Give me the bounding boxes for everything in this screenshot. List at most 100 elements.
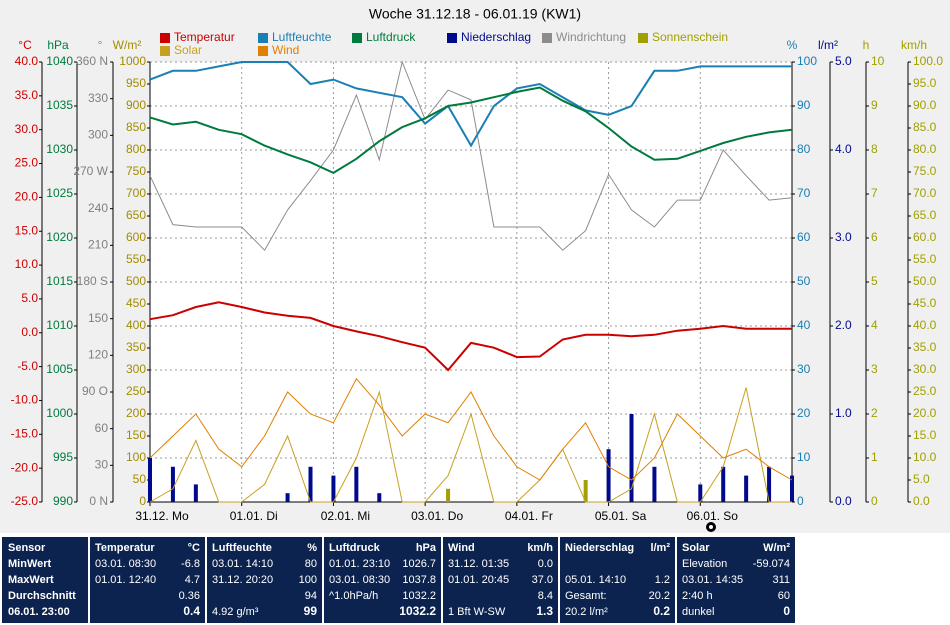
now-marker-dot (709, 525, 713, 529)
table-cell-text: 03.01. 14:10 (212, 558, 273, 570)
axis-unit: h (863, 38, 870, 52)
y-tick-label: 250 (126, 384, 146, 398)
table-cell-value: 0.0 (538, 558, 553, 570)
axis-unit: W/m² (113, 38, 142, 52)
y-tick-label: 200 (126, 406, 146, 420)
x-tick-label: 06.01. So (687, 509, 739, 523)
table-cell-text: 03.01. 08:30 (95, 558, 156, 570)
series-bar (583, 480, 588, 502)
y-tick-label: -25.0 (11, 494, 39, 508)
y-tick-label: 65.0 (913, 208, 937, 222)
series-bar (285, 493, 290, 502)
axis-unit: l/m² (818, 38, 838, 52)
table-cell (443, 537, 558, 623)
table-cell-text: 31.12. 01:35 (448, 558, 509, 570)
y-tick-label: 800 (126, 142, 146, 156)
y-tick-label: 60.0 (913, 230, 937, 244)
summary-table: Sensor MinWert MaxWert Durchschnitt 06.01. 2… (2, 537, 795, 623)
y-tick-label: 30 (95, 458, 109, 472)
table-cell (324, 537, 441, 623)
table-cell-value: 99 (304, 604, 318, 618)
y-tick-label: 20.0 (15, 190, 39, 204)
y-tick-label: 750 (126, 164, 146, 178)
legend-label: Sonnenschein (652, 30, 728, 44)
y-tick-label: 80 (797, 142, 811, 156)
y-tick-label: 0 (797, 494, 804, 508)
series-line (149, 61, 792, 148)
y-tick-label: 40.0 (913, 318, 937, 332)
table-cell-text: 4.92 g/m³ (212, 606, 259, 618)
table-cell-value: 1032.2 (399, 604, 436, 618)
table-cell-text: 2:40 h (682, 590, 713, 602)
series-bar (331, 475, 336, 502)
table-header: Sensor (8, 542, 46, 554)
table-cell-value: 20.2 (649, 590, 670, 602)
axis-unit: ° (98, 38, 103, 52)
series-bar (446, 488, 451, 502)
y-tick-label: 500 (126, 274, 146, 288)
y-tick-label: 210 (88, 238, 108, 252)
y-tick-label: 1 (871, 450, 878, 464)
series-bar (652, 466, 657, 502)
y-tick-label: 240 (88, 201, 108, 215)
x-tick-label: 04.01. Fr (505, 509, 553, 523)
y-tick-label: 40.0 (15, 54, 39, 68)
table-cell-text: 03.01. 08:30 (329, 574, 390, 586)
y-tick-label: 4.0 (835, 142, 852, 156)
y-tick-label: 5.0 (21, 291, 38, 305)
y-tick-label: 180 S (77, 274, 108, 288)
series-bar (148, 458, 152, 502)
series-line (149, 387, 792, 503)
y-tick-label: 30.0 (15, 122, 39, 136)
legend-swatch (447, 33, 457, 43)
y-tick-label: 5 (871, 274, 878, 288)
y-tick-label: 3.0 (835, 230, 852, 244)
series-line (149, 60, 793, 252)
y-tick-label: 30.0 (913, 362, 937, 376)
y-tick-label: 25.0 (913, 384, 937, 398)
table-cell-value: 37.0 (532, 574, 553, 586)
y-tick-label: -10.0 (11, 393, 39, 407)
legend-swatch (160, 46, 170, 56)
legend-swatch (258, 46, 268, 56)
table-unit: % (307, 542, 317, 554)
table-header: Temperatur (95, 542, 155, 554)
table-cell-text: Elevation (682, 558, 727, 570)
table-cell-text: 03.01. 14:35 (682, 574, 743, 586)
y-tick-label: 10 (797, 450, 811, 464)
table-cell-value: -59.074 (753, 558, 790, 570)
table-cell-value: 4.7 (185, 574, 200, 586)
y-tick-label: 150 (126, 428, 146, 442)
x-tick-label: 31.12. Mo (135, 509, 189, 523)
y-tick-label: 55.0 (913, 252, 937, 266)
y-tick-label: 1010 (46, 318, 73, 332)
y-tick-label: 50 (133, 472, 147, 486)
y-tick-label: 50 (797, 274, 811, 288)
table-row-label: 06.01. 23:00 (8, 606, 70, 618)
y-tick-label: 1020 (46, 230, 73, 244)
series-bar (744, 475, 749, 502)
legend-swatch (160, 33, 170, 43)
y-tick-label: 35.0 (913, 340, 937, 354)
y-tick-label: 0.0 (913, 494, 930, 508)
table-cell-text: 1 Bft W-SW (448, 606, 506, 618)
table-unit: l/m² (650, 542, 670, 554)
table-cell-value: 1.3 (536, 604, 553, 618)
table-cell-value: 0.4 (183, 604, 200, 618)
legend-label: Solar (174, 43, 202, 57)
table-cell-value: 8.4 (538, 590, 553, 602)
table-cell-value: 0 (783, 604, 790, 618)
y-tick-label: 1000 (46, 406, 73, 420)
x-tick-label: 02.01. Mi (321, 509, 370, 523)
y-tick-label: 95.0 (913, 76, 937, 90)
series-line (149, 86, 793, 175)
y-tick-label: 150 (88, 311, 108, 325)
y-tick-label: 4 (871, 318, 878, 332)
legend-label: Luftfeuchte (272, 30, 332, 44)
series-bar (721, 466, 726, 502)
table-cell-value: 80 (305, 558, 317, 570)
y-tick-label: 1040 (46, 54, 73, 68)
y-tick-label: 80.0 (913, 142, 937, 156)
table-cell-value: 1037.8 (402, 574, 436, 586)
